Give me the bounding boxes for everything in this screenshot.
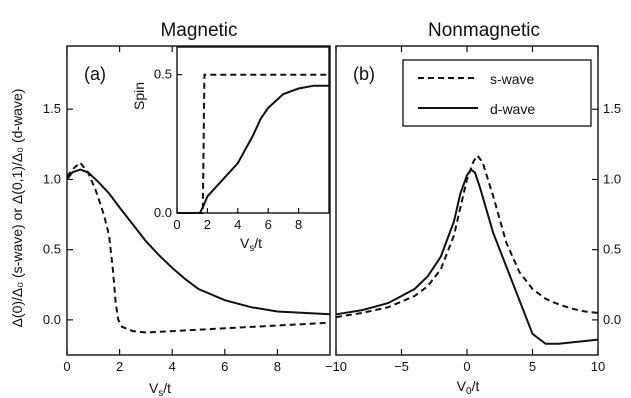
inset-xlabel: Vs/t bbox=[240, 235, 262, 254]
panel-a-ytick-label: 1.0 bbox=[43, 171, 61, 186]
inset-xtick-label: 4 bbox=[234, 217, 241, 232]
legend: s-wave d-wave bbox=[403, 60, 591, 126]
panel-a-label: (a) bbox=[84, 64, 106, 84]
inset-ytick-label: 0.0 bbox=[154, 205, 172, 220]
panel-b-ytick-label: 0.5 bbox=[603, 242, 621, 257]
panel-b: Nonmagnetic (b) V0/t −10 −5 0 5 10 0.0 0.5 1.0 1… bbox=[325, 20, 621, 397]
panel-a-ytick-label: 1.5 bbox=[43, 101, 61, 116]
inset-spin: Spin Vs/t 0 2 4 6 8 0.0 0.5 bbox=[131, 47, 329, 254]
panel-a-ylabel: Δ(0)/Δ₀ (s-wave) or Δ(0,1)/Δ₀ (d-wave) bbox=[9, 89, 25, 328]
panel-b-xtick-label: −5 bbox=[394, 359, 409, 374]
panel-a-xtick-label: 6 bbox=[221, 359, 228, 374]
inset-xtick-label: 2 bbox=[204, 217, 211, 232]
panel-a-xlabel: Vs/t bbox=[149, 380, 171, 398]
inset-background bbox=[177, 47, 329, 213]
panel-a-ytick-label: 0.0 bbox=[43, 312, 61, 327]
panel-b-label: (b) bbox=[353, 64, 375, 84]
legend-entry-s-wave: s-wave bbox=[490, 71, 535, 87]
panel-a: Magnetic (a) Vs/t Δ(0)/Δ₀ (s-wave) or Δ(… bbox=[9, 20, 330, 398]
panel-a-xtick-label: 8 bbox=[274, 359, 281, 374]
panel-a-xtick-label: 2 bbox=[116, 359, 123, 374]
panel-a-title: Magnetic bbox=[160, 20, 237, 41]
panel-b-xtick-label: −10 bbox=[325, 359, 347, 374]
inset-xtick-label: 0 bbox=[173, 217, 180, 232]
panel-a-xtick-label: 4 bbox=[169, 359, 176, 374]
panel-b-ytick-label: 0.0 bbox=[603, 312, 621, 327]
panel-a-ytick-label: 0.5 bbox=[43, 242, 61, 257]
panel-b-ytick-label: 1.5 bbox=[603, 101, 621, 116]
inset-ylabel: Spin bbox=[131, 82, 147, 110]
legend-entry-d-wave: d-wave bbox=[490, 101, 535, 117]
panel-b-xlabel: V0/t bbox=[457, 378, 480, 397]
panel-b-title: Nonmagnetic bbox=[428, 20, 540, 41]
inset-xtick-label: 8 bbox=[295, 217, 302, 232]
panel-b-xtick-label: 10 bbox=[591, 359, 605, 374]
inset-xtick-label: 6 bbox=[265, 217, 272, 232]
panel-a-xtick-label: 0 bbox=[63, 359, 70, 374]
panel-b-xtick-label: 0 bbox=[463, 359, 470, 374]
inset-ytick-label: 0.5 bbox=[154, 67, 172, 82]
panel-b-ytick-label: 1.0 bbox=[603, 171, 621, 186]
panel-b-series-s-wave bbox=[336, 156, 598, 318]
panel-b-curves bbox=[336, 156, 598, 344]
panel-b-xtick-label: 5 bbox=[529, 359, 536, 374]
panel-b-series-d-wave bbox=[336, 170, 598, 344]
